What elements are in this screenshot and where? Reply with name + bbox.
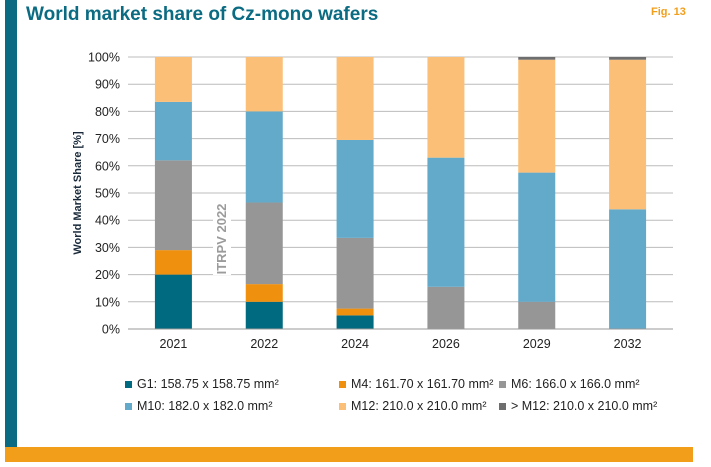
legend-swatch bbox=[339, 380, 346, 388]
legend-label: M4: 161.70 x 161.70 mm² bbox=[351, 377, 494, 391]
page-title: World market share of Cz-mono wafers bbox=[26, 4, 379, 25]
y-tick-label: 10% bbox=[95, 295, 120, 309]
bar-segment-m10-2032 bbox=[609, 209, 647, 329]
y-tick-label: 100% bbox=[88, 51, 120, 65]
bars bbox=[154, 57, 647, 329]
bar-segment-m4-2021 bbox=[154, 250, 192, 275]
figure-label: Fig. 13 bbox=[651, 6, 686, 18]
legend-item-m10: M10: 182.0 x 182.0 mm² bbox=[125, 399, 272, 413]
bar-segment-m4-2022 bbox=[245, 284, 283, 302]
legend-label: > M12: 210.0 x 210.0 mm² bbox=[511, 399, 658, 413]
y-tick-label: 40% bbox=[95, 214, 120, 228]
legend-swatch bbox=[125, 380, 132, 388]
bar-segment-m12-2032 bbox=[609, 59, 647, 210]
x-tick-label: 2029 bbox=[523, 337, 551, 351]
y-tick-label: 0% bbox=[102, 323, 120, 337]
legend-item-m4: M4: 161.70 x 161.70 mm² bbox=[339, 377, 493, 391]
x-tick-label: 2032 bbox=[614, 337, 642, 351]
bar-segment-gtm12-2029 bbox=[518, 57, 556, 60]
y-tick-label: 60% bbox=[95, 159, 120, 173]
bar-segment-m6-2024 bbox=[336, 237, 374, 309]
y-tick-label: 30% bbox=[95, 241, 120, 255]
legend-label: M10: 182.0 x 182.0 mm² bbox=[137, 399, 273, 413]
bar-segment-m12-2022 bbox=[245, 57, 283, 112]
legend-item-g1: G1: 158.75 x 158.75 mm² bbox=[125, 377, 279, 391]
gridlines bbox=[128, 56, 673, 303]
bar-segment-g1-2021 bbox=[154, 274, 192, 329]
bar-segment-m12-2029 bbox=[518, 59, 556, 173]
x-tick-label: 2021 bbox=[160, 337, 188, 351]
bar-segment-m6-2029 bbox=[518, 301, 556, 329]
bar-segment-m6-2022 bbox=[245, 202, 283, 285]
y-tick-label: 70% bbox=[95, 132, 120, 146]
legend-swatch bbox=[125, 402, 132, 410]
bar-segment-gtm12-2032 bbox=[609, 57, 647, 60]
legend-swatch bbox=[499, 380, 506, 388]
bottom-accent-bar bbox=[5, 447, 693, 462]
bar-segment-m10-2024 bbox=[336, 139, 374, 238]
y-tick-label: 20% bbox=[95, 268, 120, 282]
x-tick-label: 2024 bbox=[341, 337, 369, 351]
bar-segment-g1-2024 bbox=[336, 315, 374, 329]
stacked-bar-chart: 0% 10% 20% 30% 40% 50% 60% 70% 80% 90% 100% World … bbox=[72, 51, 673, 351]
bar-segment-m10-2026 bbox=[427, 157, 465, 287]
bar-segment-m12-2026 bbox=[427, 57, 465, 158]
bar-segment-m4-2024 bbox=[336, 308, 374, 316]
bar-segment-m6-2021 bbox=[154, 160, 192, 251]
x-tick-labels: 2021 2022 2024 2026 2029 2032 bbox=[160, 337, 642, 351]
legend-label: M6: 166.0 x 166.0 mm² bbox=[511, 377, 640, 391]
legend-label: M12: 210.0 x 210.0 mm² bbox=[351, 399, 487, 413]
legend-item-m6: M6: 166.0 x 166.0 mm² bbox=[499, 377, 640, 391]
watermark-label: ITRPV 2022 bbox=[214, 204, 229, 275]
y-tick-label: 80% bbox=[95, 105, 120, 119]
bar-segment-g1-2022 bbox=[245, 301, 283, 329]
x-tick-label: 2022 bbox=[250, 337, 278, 351]
y-tick-labels: 0% 10% 20% 30% 40% 50% 60% 70% 80% 90% 100% bbox=[88, 51, 120, 337]
bar-segment-m10-2021 bbox=[154, 101, 192, 161]
watermark-background bbox=[213, 203, 231, 275]
y-tick-label: 90% bbox=[95, 78, 120, 92]
left-accent-bar bbox=[5, 0, 17, 448]
bar-segment-m10-2029 bbox=[518, 172, 556, 302]
bar-segment-m6-2026 bbox=[427, 286, 465, 329]
bar-segment-m10-2022 bbox=[245, 111, 283, 203]
bar-segment-m12-2024 bbox=[336, 57, 374, 140]
legend-swatch bbox=[339, 402, 346, 410]
legend-item-gtm12: > M12: 210.0 x 210.0 mm² bbox=[499, 399, 657, 413]
legend-label: G1: 158.75 x 158.75 mm² bbox=[137, 377, 279, 391]
y-axis-label: World Market Share [%] bbox=[72, 131, 84, 255]
x-tick-label: 2026 bbox=[432, 337, 460, 351]
bar-segment-m12-2021 bbox=[154, 57, 192, 102]
legend-swatch bbox=[499, 402, 506, 410]
y-tick-label: 50% bbox=[95, 187, 120, 201]
legend-item-m12: M12: 210.0 x 210.0 mm² bbox=[339, 399, 486, 413]
